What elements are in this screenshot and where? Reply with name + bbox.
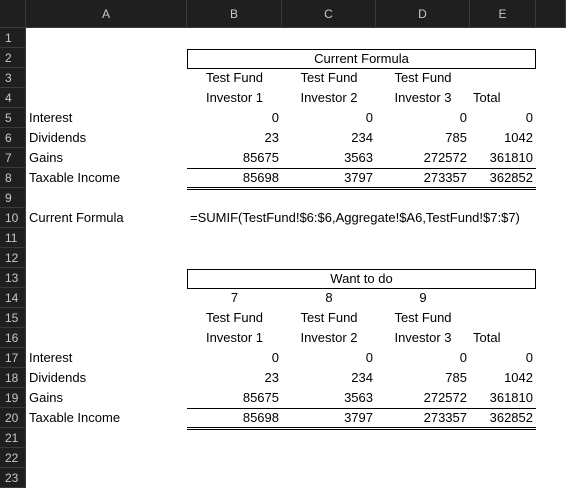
cell: =SUMIF(TestFund!$6:$6,Aggregate!$A6,Test…	[190, 210, 520, 225]
cell: 7	[230, 290, 239, 305]
cell: Total	[473, 330, 501, 345]
row-header: 14	[0, 288, 26, 308]
cell: Investor 1	[205, 90, 264, 105]
cell: 85698	[242, 410, 279, 425]
row-label: Taxable Income	[29, 170, 121, 185]
row-header: 9	[0, 188, 26, 208]
cell: 0	[459, 110, 467, 125]
cell: 273357	[423, 410, 467, 425]
cell: 3797	[344, 170, 373, 185]
row-header: 1	[0, 28, 26, 48]
row-header: 23	[0, 468, 26, 488]
row-header: 16	[0, 328, 26, 348]
cell: 1042	[504, 370, 533, 385]
cell: Investor 1	[205, 330, 264, 345]
column-header: B	[187, 0, 282, 28]
row-header: 12	[0, 248, 26, 268]
cell: 3797	[344, 410, 373, 425]
cell: 362852	[489, 410, 533, 425]
cell: 361810	[489, 150, 533, 165]
row-header: 20	[0, 408, 26, 428]
row-header: 10	[0, 208, 26, 228]
corner	[0, 0, 26, 28]
cell: Test Fund	[394, 70, 452, 85]
cell: 1042	[504, 130, 533, 145]
row-label: Interest	[29, 110, 73, 125]
cell: 234	[351, 370, 373, 385]
cell: 785	[445, 130, 467, 145]
column-header: D	[376, 0, 470, 28]
cell: 85675	[242, 390, 279, 405]
cell: 0	[365, 110, 373, 125]
row-header: 22	[0, 448, 26, 468]
cell: 3563	[344, 150, 373, 165]
row-label: Taxable Income	[29, 410, 121, 425]
cell: 361810	[489, 390, 533, 405]
row-header: 8	[0, 168, 26, 188]
column-header	[536, 0, 566, 28]
cell: Test Fund	[300, 70, 358, 85]
total-border	[187, 168, 536, 190]
cell: 272572	[423, 150, 467, 165]
cell: 0	[459, 350, 467, 365]
cell: 0	[525, 110, 533, 125]
cell: Test Fund	[394, 310, 452, 325]
row-header: 18	[0, 368, 26, 388]
cell: Investor 3	[394, 330, 452, 345]
row-header: 7	[0, 148, 26, 168]
cell: 234	[351, 130, 373, 145]
row-header: 13	[0, 268, 26, 288]
merged-title: Want to do	[187, 269, 536, 289]
cell: Test Fund	[300, 310, 358, 325]
cell: 3563	[344, 390, 373, 405]
row-header: 19	[0, 388, 26, 408]
total-border	[187, 408, 536, 430]
row-header: 11	[0, 228, 26, 248]
column-header: E	[470, 0, 536, 28]
cell: Total	[473, 90, 501, 105]
row-label: Current Formula	[29, 210, 124, 225]
row-header: 15	[0, 308, 26, 328]
column-header: A	[26, 0, 187, 28]
cell: 785	[445, 370, 467, 385]
cell: 23	[264, 370, 279, 385]
row-header: 21	[0, 428, 26, 448]
row-label: Dividends	[29, 130, 87, 145]
row-header: 17	[0, 348, 26, 368]
cell: 9	[419, 290, 427, 305]
cell: 0	[271, 350, 279, 365]
row-header: 5	[0, 108, 26, 128]
cell: 362852	[489, 170, 533, 185]
row-label: Dividends	[29, 370, 87, 385]
cell: 23	[264, 130, 279, 145]
row-header: 4	[0, 88, 26, 108]
row-label: Gains	[29, 150, 63, 165]
row-label: Gains	[29, 390, 63, 405]
cell: Investor 2	[300, 90, 358, 105]
cell: 85675	[242, 150, 279, 165]
row-header: 3	[0, 68, 26, 88]
cell: 272572	[423, 390, 467, 405]
merged-title: Current Formula	[187, 49, 536, 69]
row-header: 6	[0, 128, 26, 148]
cell: 85698	[242, 170, 279, 185]
cell: Test Fund	[205, 70, 264, 85]
column-header: C	[282, 0, 376, 28]
cell: Investor 2	[300, 330, 358, 345]
cell: Test Fund	[205, 310, 264, 325]
cell: Investor 3	[394, 90, 452, 105]
cell: 8	[325, 290, 333, 305]
row-header: 2	[0, 48, 26, 68]
row-label: Interest	[29, 350, 73, 365]
cell: 0	[271, 110, 279, 125]
cell: 0	[525, 350, 533, 365]
cell: 273357	[423, 170, 467, 185]
cell: 0	[365, 350, 373, 365]
